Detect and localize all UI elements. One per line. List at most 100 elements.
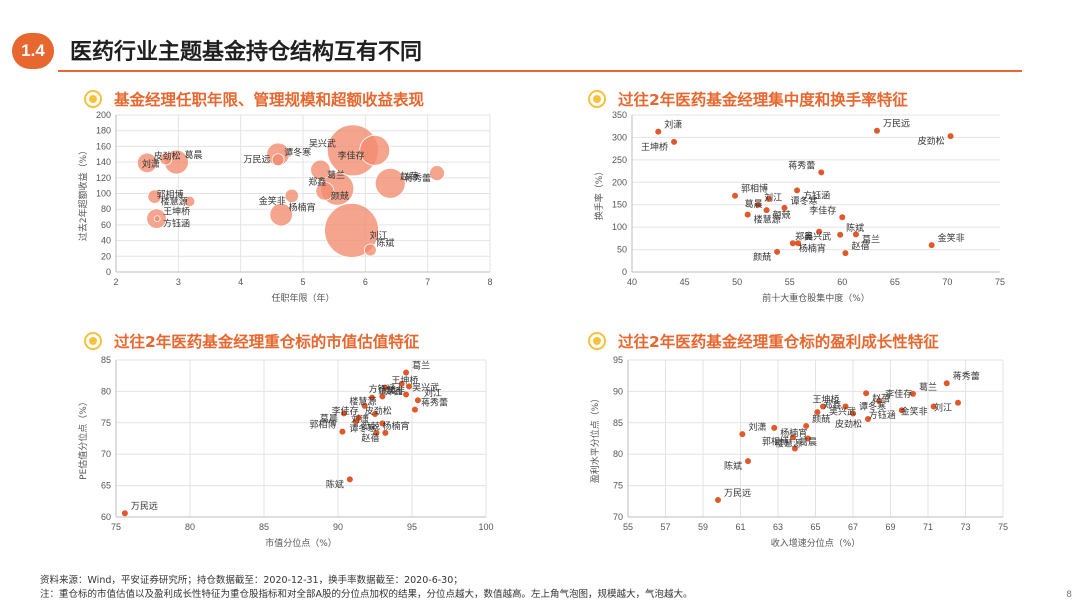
x-axis-label: 前十大重仓股集中度（%）: [762, 292, 870, 304]
bullet-icon: [588, 90, 606, 108]
data-label-蒋秀蕾: 蒋秀蕾: [953, 370, 980, 382]
bubble-蒋秀蕾: [429, 165, 445, 181]
y-tick-label: 100: [96, 189, 111, 199]
page-number: 8: [1066, 590, 1072, 600]
point-郭相博: [339, 428, 346, 435]
point-杨楠宵: [373, 429, 380, 436]
x-tick-label: 50: [732, 277, 742, 287]
data-label-郭相博: 郭相博: [741, 183, 768, 195]
data-label-杨楠宵: 杨楠宵: [382, 420, 409, 432]
data-label-金笑非: 金笑非: [378, 385, 405, 397]
data-label-刘江: 刘江: [370, 229, 388, 241]
data-label-金笑非: 金笑非: [901, 405, 928, 417]
panel-header-tl: 基金经理任职年限、管理规模和超额收益表现: [84, 88, 424, 110]
y-tick-label: 80: [613, 449, 623, 459]
data-label-葛兰: 葛兰: [862, 233, 880, 245]
title-divider: [58, 70, 1022, 72]
point-金笑非: [369, 394, 376, 401]
data-label-刘潇: 刘潇: [664, 119, 682, 131]
data-label-金笑非: 金笑非: [259, 195, 286, 207]
point-皮劲松: [865, 416, 871, 423]
point-楼慧源: [744, 211, 751, 218]
point-万民远: [121, 510, 128, 517]
x-tick-label: 65: [890, 277, 900, 287]
point-陈斌: [346, 476, 353, 483]
point-谭冬寒: [781, 204, 788, 211]
bubble-金笑非: [284, 188, 299, 204]
data-label-颜兢: 颜兢: [331, 190, 349, 202]
y-tick-label: 75: [101, 418, 111, 428]
data-label-颜兢: 颜兢: [753, 251, 771, 263]
point-吴兴武: [403, 391, 410, 398]
point-谭冬寒: [379, 420, 386, 427]
y-tick-label: 250: [612, 155, 627, 165]
panel-header-tr: 过往2年医药基金经理集中度和换手率特征: [588, 88, 908, 110]
point-刘潇: [739, 431, 746, 438]
data-label-方钰涵: 方钰涵: [869, 409, 896, 421]
x-tick-label: 45: [680, 277, 690, 287]
point-万民远: [715, 497, 721, 504]
point-郑鑫: [406, 383, 413, 390]
x-tick-label: 60: [837, 277, 847, 287]
data-label-谭冬寒: 谭冬寒: [284, 147, 311, 159]
y-tick-label: 160: [96, 141, 111, 151]
data-label-楼慧源: 楼慧源: [349, 395, 376, 407]
point-葛晨: [765, 195, 772, 202]
y-tick-label: 300: [612, 132, 627, 142]
point-葛兰: [403, 369, 410, 376]
data-label-郑鑫: 郑鑫: [795, 231, 813, 243]
y-tick-label: 200: [96, 110, 111, 120]
data-label-吴兴武: 吴兴武: [804, 230, 831, 242]
chart-title-br: 过往2年医药基金经理重仓标的盈利成长性特征: [618, 333, 939, 351]
data-label-葛晨: 葛晨: [320, 412, 338, 424]
x-tick-label: 70: [942, 277, 952, 287]
point-葛兰: [910, 390, 916, 397]
data-label-谭冬寒: 谭冬寒: [790, 195, 817, 207]
panel-header-br: 过往2年医药基金经理重仓标的盈利成长性特征: [588, 330, 939, 352]
data-label-李佳存: 李佳存: [809, 204, 836, 216]
bubble-李佳存: [359, 134, 391, 166]
data-label-杨楠宵: 杨楠宵: [799, 242, 826, 254]
chart-title-tr: 过往2年医药基金经理集中度和换手率特征: [618, 91, 908, 109]
x-tick-label: 55: [623, 522, 633, 532]
data-label-陈斌: 陈斌: [326, 478, 344, 490]
y-axis-label: 盈利水平分位点（%）: [589, 394, 601, 484]
data-label-郑鑫: 郑鑫: [385, 385, 403, 397]
data-label-陈斌: 陈斌: [376, 237, 394, 249]
bubble-王坤桥: [153, 215, 161, 223]
x-tick-label: 7: [425, 277, 430, 287]
point-蒋秀蕾: [818, 169, 825, 176]
data-label-陈斌: 陈斌: [724, 460, 742, 472]
data-label-蒋秀蕾: 蒋秀蕾: [404, 172, 431, 184]
point-楼慧源: [805, 435, 811, 442]
point-谭冬寒: [850, 410, 856, 417]
data-label-李佳存: 李佳存: [332, 405, 359, 417]
y-tick-label: 180: [96, 126, 111, 136]
data-label-万民远: 万民远: [244, 154, 271, 165]
bubble-楼慧源: [147, 189, 162, 204]
data-label-皮劲松: 皮劲松: [918, 135, 945, 147]
y-tick-label: 60: [101, 512, 111, 522]
data-label-皮劲松: 皮劲松: [365, 405, 392, 417]
point-颜兢: [352, 418, 359, 425]
data-label-颜兢: 颜兢: [773, 209, 791, 221]
data-label-王坤桥: 王坤桥: [163, 206, 190, 218]
bubble-葛兰: [310, 159, 331, 181]
data-label-葛兰: 葛兰: [919, 381, 937, 393]
point-杨楠宵: [789, 240, 796, 247]
x-tick-label: 59: [698, 522, 708, 532]
y-tick-label: 40: [101, 236, 111, 246]
y-axis-label: 过去2年超额收益（%）: [77, 146, 89, 241]
point-金笑非: [930, 403, 937, 410]
point-方钰涵: [794, 187, 801, 194]
y-tick-label: 90: [613, 386, 623, 396]
point-蒋秀蕾: [411, 406, 418, 413]
y-tick-label: 60: [101, 220, 111, 230]
x-tick-label: 75: [111, 522, 121, 532]
point-方钰涵: [398, 380, 405, 387]
data-label-刘江: 刘江: [424, 387, 442, 399]
data-label-王坤桥: 王坤桥: [812, 393, 839, 405]
x-tick-label: 75: [995, 277, 1005, 287]
data-label-方钰涵: 方钰涵: [369, 383, 396, 395]
